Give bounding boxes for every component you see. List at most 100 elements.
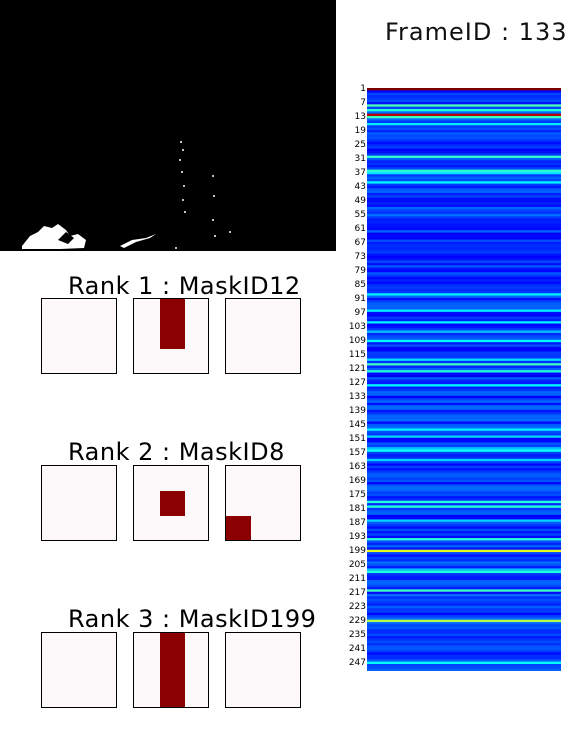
heatmap-row <box>367 113 561 117</box>
heatmap-row <box>367 449 561 453</box>
heatmap-row <box>367 304 561 308</box>
heatmap-row <box>367 652 561 656</box>
heatmap-row <box>367 265 561 268</box>
heatmap-row <box>367 192 561 196</box>
heatmap-row <box>367 370 561 373</box>
heatmap-row <box>367 398 561 401</box>
heatmap-row <box>367 528 561 532</box>
heatmap-row <box>367 493 561 497</box>
heatmap-row-tick-label: 127 <box>348 378 366 388</box>
heatmap-row <box>367 300 561 303</box>
heatmap-row <box>367 584 561 588</box>
heatmap-row <box>367 227 561 231</box>
heatmap-row <box>367 577 561 581</box>
heatmap-row <box>367 631 561 635</box>
heatmap-row <box>367 440 561 443</box>
heatmap-row <box>367 533 561 537</box>
heatmap-row-labels: 1 7 13 19 25 31 37 43 49 55 61 67 73 79 85 91 97 103 109 11… <box>340 85 366 671</box>
heatmap-row <box>367 580 561 583</box>
rank-3-mask-cell-3 <box>225 632 301 708</box>
heatmap-row <box>367 563 561 567</box>
heatmap-row <box>367 416 561 420</box>
heatmap-row <box>367 349 561 352</box>
heatmap-row <box>367 190 561 194</box>
heatmap-row <box>367 638 561 642</box>
heatmap-row <box>367 253 561 257</box>
heatmap-row <box>367 160 561 164</box>
heatmap-row <box>367 463 561 467</box>
heatmap-row <box>367 108 561 112</box>
heatmap-row <box>367 491 561 495</box>
heatmap-row <box>367 216 561 219</box>
rank-2-mask-cell-2 <box>133 465 209 541</box>
heatmap-row <box>367 260 561 264</box>
heatmap-row <box>367 185 561 189</box>
heatmap-row <box>367 174 561 178</box>
heatmap-row <box>367 454 561 457</box>
heatmap-row <box>367 314 561 317</box>
heatmap-row-tick-label: 145 <box>348 420 366 430</box>
heatmap-row <box>367 251 561 254</box>
heatmap-row <box>367 232 561 236</box>
heatmap-row <box>367 342 561 345</box>
heatmap-row <box>367 407 561 411</box>
heatmap-row <box>367 92 561 96</box>
heatmap-row <box>367 244 561 247</box>
heatmap-row <box>367 150 561 154</box>
heatmap-row <box>367 421 561 425</box>
heatmap-row <box>367 535 561 539</box>
heatmap-row <box>367 311 561 315</box>
heatmap-row-tick-label: 205 <box>348 559 366 570</box>
heatmap-row <box>367 423 561 427</box>
heatmap-row <box>367 167 561 171</box>
heatmap-row <box>367 542 561 546</box>
heatmap-row <box>367 561 561 565</box>
heatmap-row <box>367 500 561 504</box>
heatmap-row <box>367 155 561 159</box>
heatmap-row <box>367 615 561 618</box>
heatmap-row <box>367 608 561 611</box>
heatmap-row <box>367 437 561 441</box>
heatmap-row <box>367 619 561 623</box>
heatmap-row <box>367 395 561 399</box>
heatmap-row <box>367 589 561 593</box>
heatmap-row <box>367 363 561 366</box>
heatmap-row <box>367 482 561 485</box>
heatmap-row <box>367 188 561 192</box>
heatmap-row <box>367 171 561 175</box>
heatmap-row-tick-label: 151 <box>348 434 366 444</box>
rank-2-mask-cell-3 <box>225 465 301 541</box>
heatmap-row <box>367 624 561 628</box>
heatmap-row <box>367 206 561 210</box>
heatmap-row <box>367 640 561 644</box>
heatmap-row <box>367 335 561 338</box>
heatmap-row <box>367 479 561 483</box>
heatmap-row <box>367 603 561 607</box>
heatmap-row <box>367 472 561 476</box>
heatmap-row <box>367 204 561 208</box>
heatmap-row <box>367 489 561 492</box>
heatmap-row <box>367 302 561 306</box>
heatmap-row <box>367 666 561 670</box>
heatmap-row <box>367 617 561 621</box>
rank-3-mask-cell-2 <box>133 632 209 708</box>
heatmap-row <box>367 547 561 551</box>
heatmap-row <box>367 95 561 98</box>
heatmap-row-tick-label: 247 <box>348 657 366 668</box>
heatmap-row <box>367 141 561 145</box>
heatmap-row <box>367 274 561 278</box>
heatmap-row <box>367 328 561 331</box>
heatmap-row <box>367 286 561 289</box>
heatmap-row <box>367 458 561 462</box>
rank-3-mask-cell-1 <box>41 632 117 708</box>
heatmap-row <box>367 129 561 133</box>
heatmap-row <box>367 381 561 385</box>
heatmap-row <box>367 587 561 590</box>
heatmap-row <box>367 356 561 359</box>
heatmap-row <box>367 346 561 350</box>
heatmap-row <box>367 295 561 299</box>
heatmap-row <box>367 447 561 450</box>
heatmap-row <box>367 612 561 616</box>
mask-score-heatmap <box>367 88 561 671</box>
heatmap-row <box>367 337 561 341</box>
